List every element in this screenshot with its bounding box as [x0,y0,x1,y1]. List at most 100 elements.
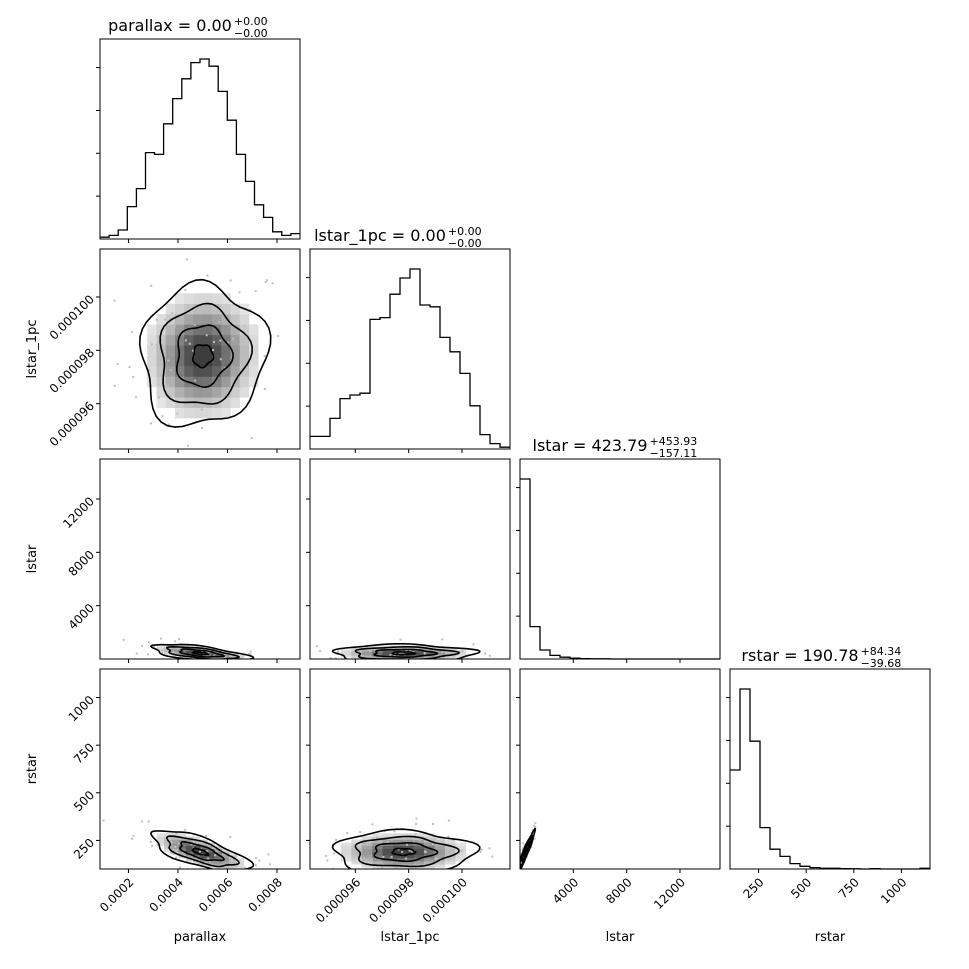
density-cell [193,355,204,367]
density-cell [185,848,194,853]
sample-point [392,660,394,662]
sample-point [235,645,237,647]
density-cell [156,386,167,398]
density-cell [193,324,204,336]
sample-point [238,291,241,294]
sample-point [141,644,144,647]
density-cell [185,649,194,651]
sample-point [244,866,247,869]
density-cell [174,366,185,377]
sample-point [135,652,138,655]
sample-point [249,650,252,653]
sample-point [102,819,105,822]
density-cell [340,842,352,846]
pair-parallax-rstar [99,668,301,877]
density-cell [424,836,435,840]
sample-point [225,866,228,869]
density-cell [236,660,244,662]
density-cell [193,861,201,865]
density-cell [184,324,194,336]
density-cell [156,324,167,336]
density-cell [392,839,404,843]
sample-point [165,875,167,877]
density-cell [156,334,167,346]
sample-point [434,857,437,860]
sample-point [229,279,232,282]
sample-point [523,844,526,847]
density-cell [372,845,383,850]
sample-point [533,837,536,840]
sample-point [191,349,194,352]
density-cell [455,655,467,658]
sample-point [150,422,153,425]
contour-level [149,643,255,659]
density-cell [193,386,204,398]
density-cell [164,848,172,853]
density-cell [382,833,394,837]
xtick-label-lstar: 4000 [550,875,581,906]
density-cell [444,851,456,856]
density-cell [178,833,187,837]
density-cell [211,366,222,377]
sample-point [169,851,172,854]
density-cell [211,386,222,398]
sample-point [207,651,210,654]
contour-level [175,324,234,389]
sample-point [155,318,158,321]
density-cell [221,376,231,388]
density-cell [214,854,223,859]
density-cell [236,858,244,862]
density-cell [518,864,520,867]
density-cell [214,845,223,850]
sample-point [193,840,196,843]
sample-point [331,867,334,869]
sample-point [398,652,401,655]
density-cell [392,851,404,856]
ytick-label-rstar: 750 [71,740,97,766]
density-cell [455,858,467,862]
density-cell [230,303,241,315]
density-cell [214,651,223,654]
contour-level [166,645,240,659]
sample-point [334,657,337,659]
sample-point [517,863,519,865]
density-cell [372,648,383,650]
sample-point [460,849,463,852]
sample-point [405,649,408,652]
density-cell [413,861,425,865]
sample-point [371,823,374,826]
density-cell [165,324,176,336]
density-cell [434,650,446,653]
sample-point [354,647,357,650]
sample-point [169,368,172,371]
sample-point [373,648,376,651]
pair-frame [309,668,511,870]
sample-point [472,643,475,646]
sample-point [254,864,257,867]
density-cell [413,653,425,655]
density-cell [239,386,250,398]
density-cell [207,845,216,850]
density-cell [165,366,176,377]
density-cell [156,649,165,651]
sample-point [185,258,188,261]
sample-point [336,877,338,879]
density-cell [184,293,194,304]
density-cell [193,293,204,304]
sample-point [263,355,266,358]
density-cell [207,660,215,662]
density-cell [372,660,383,662]
sample-point [131,330,134,333]
sample-point [238,871,240,873]
sample-point [173,325,176,328]
sample-point [353,666,355,668]
sample-point [178,866,181,869]
density-cell [372,650,383,653]
density-cell [382,845,394,850]
sample-point [382,863,385,866]
density-cell [193,345,204,356]
sample-point [512,879,514,881]
density-cell [444,848,456,853]
sample-point [238,385,241,388]
sample-point [224,660,226,662]
